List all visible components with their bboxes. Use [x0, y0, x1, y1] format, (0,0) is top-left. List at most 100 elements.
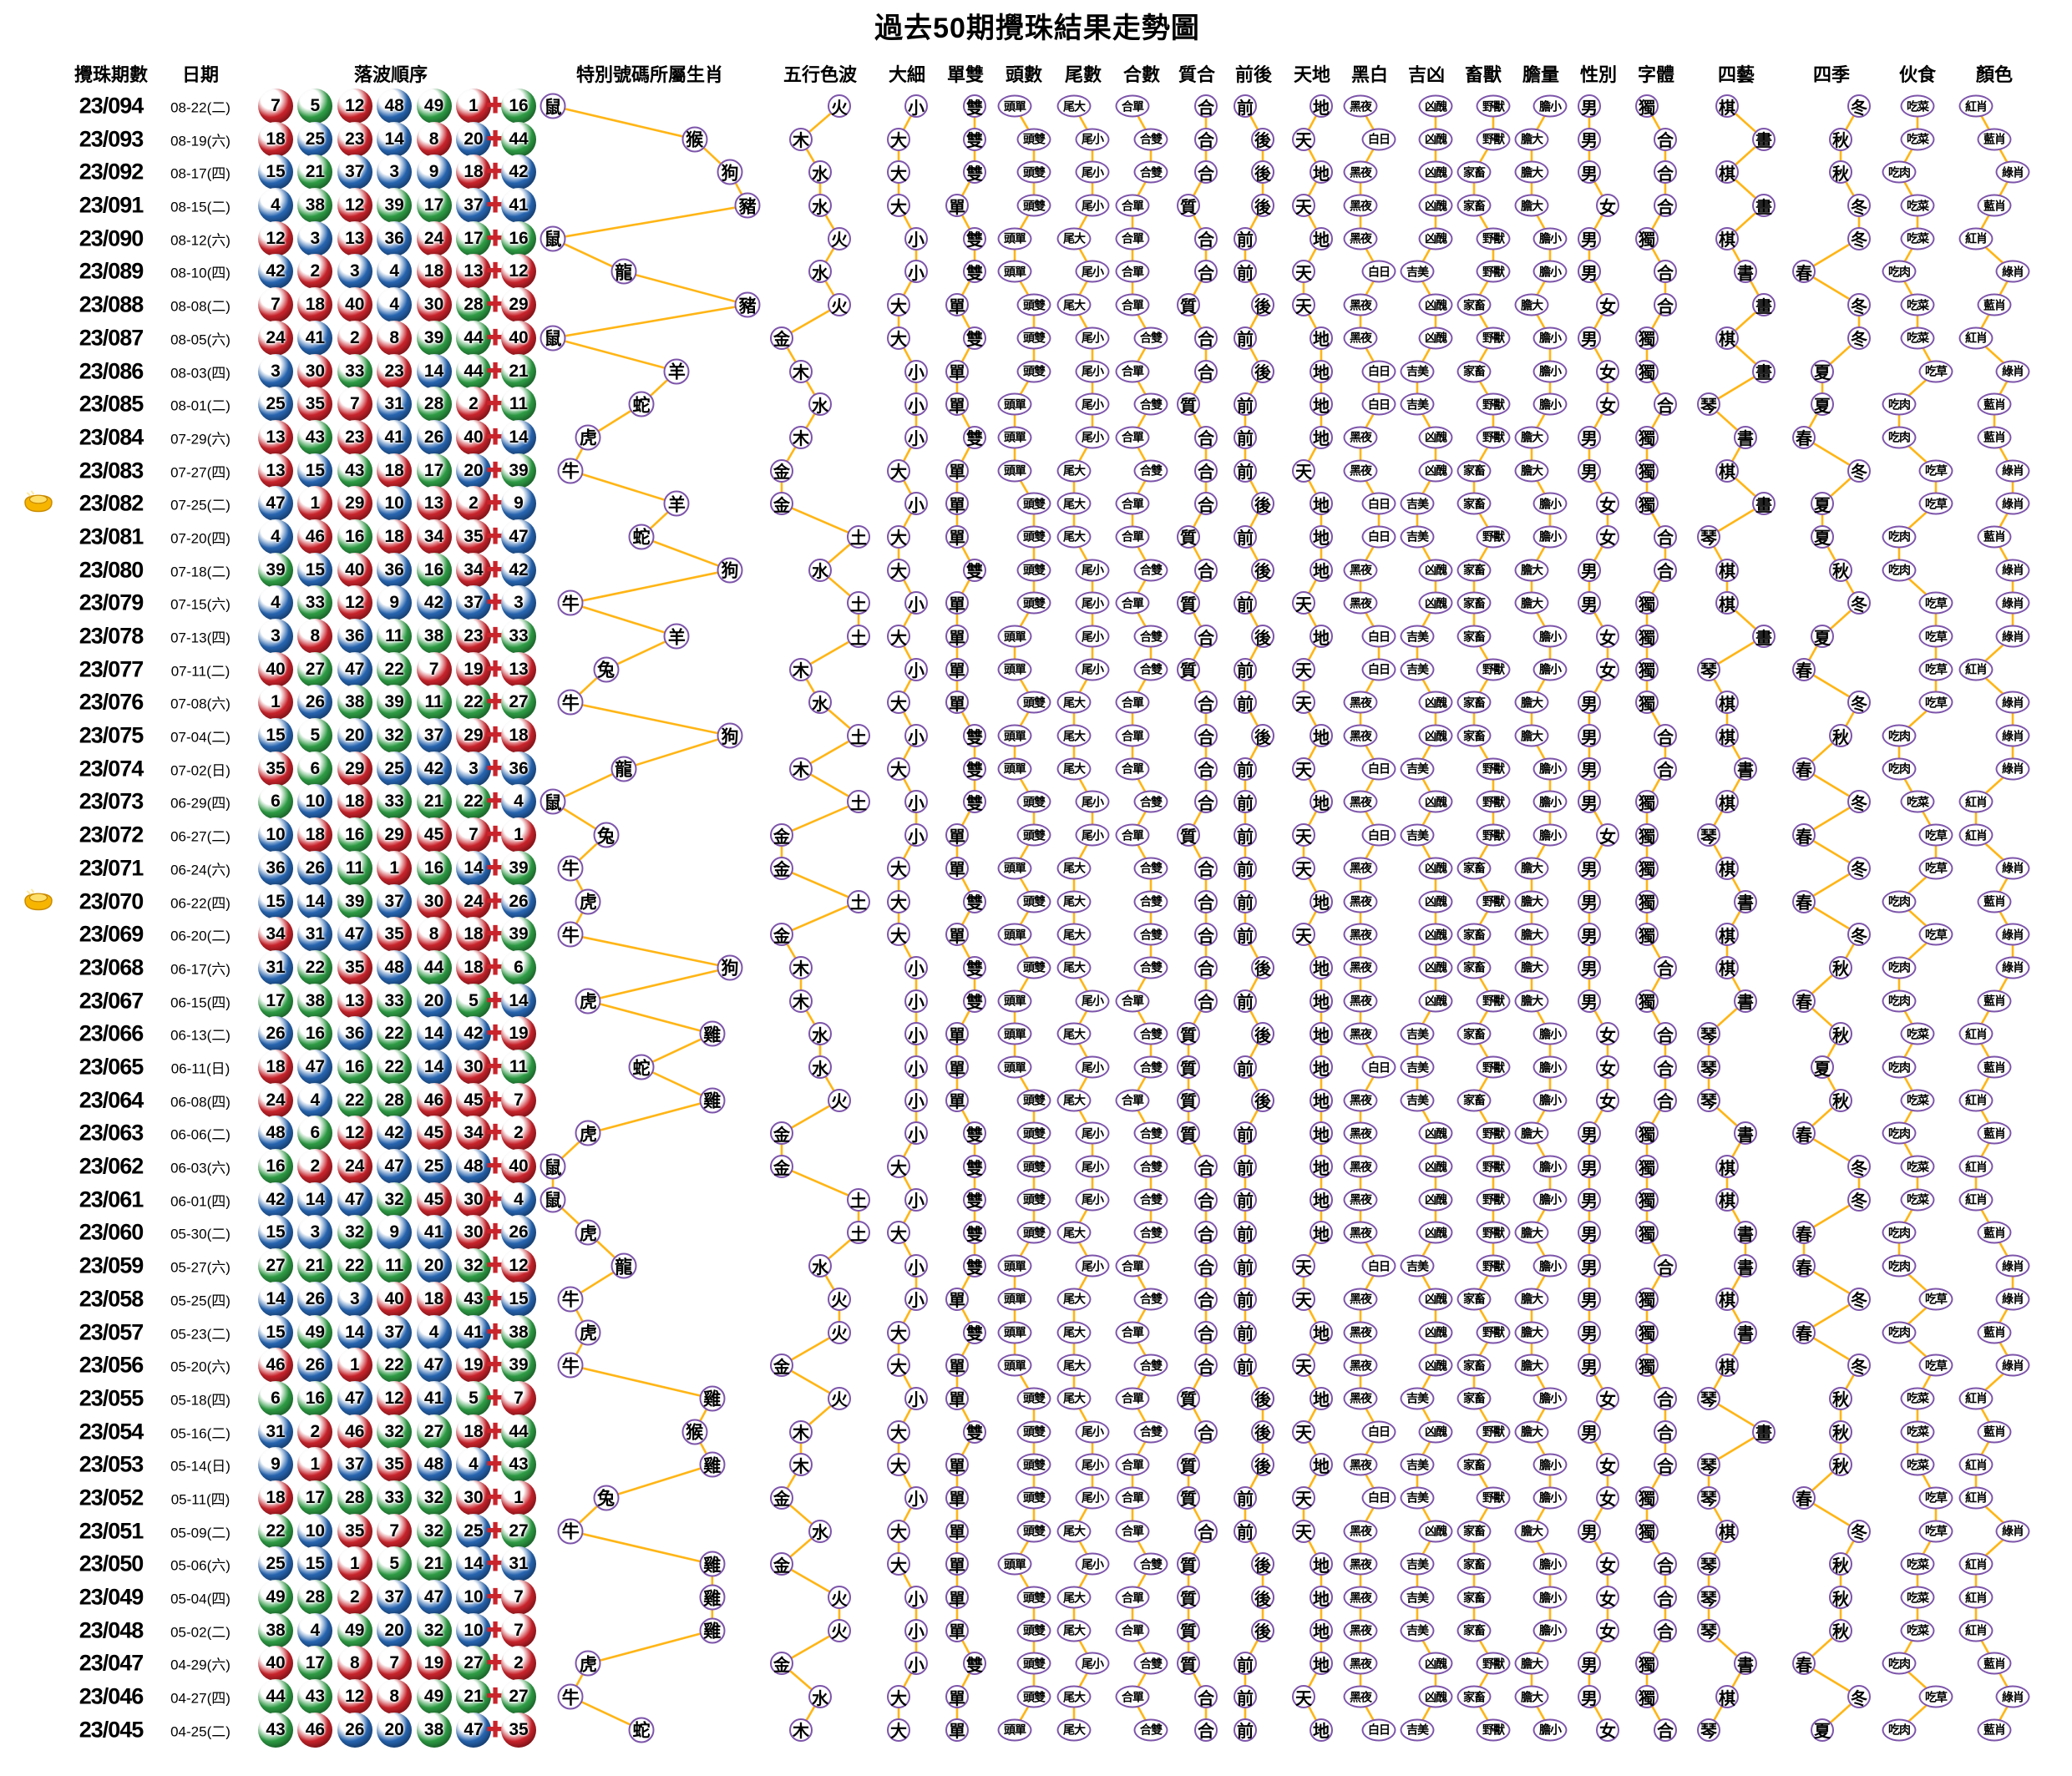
attr-badge-wuxing: 火	[828, 1088, 851, 1112]
attr-badge-yanse: 藍肖	[1977, 1121, 2012, 1145]
attr-badge-siyi: 棋	[1715, 1519, 1739, 1543]
attr-badge-chushou: 野獸	[1476, 1155, 1511, 1178]
attr-badge-chushou: 家畜	[1456, 1453, 1492, 1476]
attr-badge-danshuang: 雙	[963, 326, 986, 350]
lottery-ball: 18	[337, 784, 372, 820]
attr-badge-xingbie: 女	[1596, 1453, 1619, 1477]
lottery-ball: 1	[337, 1348, 372, 1384]
attr-badge-tiandi: 地	[1310, 94, 1333, 118]
lottery-ball: 18	[416, 1281, 452, 1317]
attr-badge-huoshi: 吃菜	[1900, 1619, 1935, 1642]
attr-badge-siji: 秋	[1829, 160, 1852, 185]
attr-badge-heibai: 黑夜	[1343, 1155, 1378, 1178]
attr-badge-tiandi: 天	[1292, 1354, 1315, 1378]
attr-badge-huoshi: 吃草	[1918, 625, 1953, 648]
attr-badge-wuxing: 火	[828, 1586, 851, 1610]
attr-badge-siyi: 棋	[1715, 558, 1739, 582]
attr-badge-huoshi: 吃肉	[1882, 1221, 1917, 1244]
attr-badge-heshu: 合單	[1115, 1453, 1150, 1476]
attr-badge-jixiong: 吉美	[1400, 1387, 1435, 1410]
attr-badge-daxiao: 大	[887, 524, 910, 549]
special-ball: 39	[501, 917, 536, 953]
attr-badge-weishu: 尾小	[1075, 260, 1110, 283]
attr-badge-siji: 秋	[1829, 724, 1852, 748]
plus-icon: ✚	[485, 788, 505, 814]
attr-badge-xingbie: 女	[1596, 1586, 1619, 1610]
attr-badge-tiandi: 地	[1310, 326, 1333, 350]
attr-badge-yanse: 紅肖	[1958, 1022, 1993, 1045]
draw-period-label: 23/063	[79, 1120, 144, 1146]
attr-badge-weishu: 尾小	[1075, 392, 1110, 416]
lottery-ball: 40	[337, 552, 372, 588]
attr-badge-siji: 冬	[1847, 326, 1871, 350]
attr-badge-chushou: 家畜	[1456, 1520, 1492, 1543]
gold-ingot-icon	[24, 490, 53, 513]
attr-badge-yanse: 綠肖	[1995, 691, 2030, 714]
attr-badge-wuxing: 金	[770, 1155, 793, 1179]
attr-badge-danliang: 膽小	[1532, 1486, 1568, 1510]
attr-badge-xingbie: 男	[1578, 1254, 1601, 1278]
attr-badge-chushou: 野獸	[1476, 326, 1511, 350]
zodiac-badge: 牛	[557, 458, 584, 484]
attr-badge-qianhou: 前	[1234, 889, 1257, 913]
attr-badge-yanse: 紅肖	[1958, 1188, 1993, 1212]
attr-badge-qianhou: 後	[1251, 1419, 1274, 1444]
attr-badge-toushu: 頭雙	[1016, 160, 1051, 184]
attr-badge-heshu: 合雙	[1133, 1055, 1168, 1079]
attr-badge-siyi: 棋	[1715, 790, 1739, 814]
lottery-ball: 44	[416, 949, 452, 985]
attr-badge-zhihe: 合	[1194, 226, 1218, 250]
lottery-ball: 27	[456, 1646, 491, 1682]
attr-badge-xingbie: 男	[1578, 790, 1601, 814]
attr-badge-heshu: 合雙	[1133, 1552, 1168, 1576]
attr-badge-zhihe: 合	[1194, 260, 1218, 284]
lottery-ball: 49	[258, 1580, 293, 1616]
plus-icon: ✚	[485, 557, 505, 583]
lottery-ball: 13	[416, 486, 452, 522]
attr-badge-jixiong: 吉美	[1400, 1022, 1435, 1045]
attr-badge-heshu: 合雙	[1133, 392, 1168, 416]
lottery-ball: 42	[456, 1016, 491, 1052]
attr-badge-danliang: 膽小	[1532, 525, 1568, 549]
lottery-ball: 43	[456, 1281, 491, 1317]
draw-period-label: 23/054	[79, 1419, 144, 1445]
attr-badge-zhihe: 合	[1194, 625, 1218, 649]
attr-badge-siji: 冬	[1847, 1354, 1871, 1378]
attr-badge-daxiao: 大	[887, 1419, 910, 1444]
attr-badge-jixiong: 凶醜	[1418, 293, 1453, 316]
attr-badge-siji: 秋	[1829, 1022, 1852, 1046]
lottery-ball: 37	[337, 154, 372, 190]
attr-badge-siji: 秋	[1829, 1552, 1852, 1576]
lottery-ball: 14	[456, 850, 491, 886]
attr-badge-zhihe: 合	[1194, 1187, 1218, 1212]
trophy-marker	[23, 490, 54, 518]
attr-badge-xingbie: 女	[1596, 293, 1619, 317]
attr-badge-tiandi: 地	[1310, 1552, 1333, 1576]
attr-badge-heibai: 黑夜	[1343, 1089, 1378, 1112]
attr-badge-toushu: 頭雙	[1016, 823, 1051, 847]
attr-badge-xingbie: 男	[1578, 1419, 1601, 1444]
lottery-ball: 46	[297, 1712, 333, 1748]
attr-badge-chushou: 家畜	[1456, 956, 1492, 979]
attr-badge-siyi: 琴	[1697, 1718, 1720, 1742]
draw-period-label: 23/047	[79, 1650, 144, 1676]
lottery-ball: 34	[456, 552, 491, 588]
attr-badge-qianhou: 前	[1234, 1121, 1257, 1146]
attr-badge-danshuang: 單	[945, 1354, 969, 1378]
attr-badge-heshu: 合單	[1115, 757, 1150, 781]
zodiac-badge: 龍	[610, 1252, 637, 1279]
attr-badge-jixiong: 凶醜	[1418, 1121, 1453, 1145]
attr-badge-jixiong: 吉美	[1400, 757, 1435, 781]
attr-badge-chushou: 家畜	[1456, 559, 1492, 582]
attr-badge-heibai: 黑夜	[1343, 293, 1378, 316]
attr-badge-siji: 冬	[1847, 691, 1871, 715]
draw-period-label: 23/074	[79, 756, 144, 782]
attr-badge-ziti: 合	[1654, 1618, 1677, 1642]
attr-badge-wuxing: 土	[847, 591, 870, 615]
attr-badge-toushu: 頭單	[997, 757, 1032, 781]
attr-badge-heibai: 黑夜	[1343, 857, 1378, 880]
lottery-ball: 8	[416, 917, 452, 953]
attr-badge-danliang: 膽大	[1514, 194, 1549, 217]
attr-badge-yanse: 綠肖	[1995, 857, 2030, 880]
lottery-ball: 40	[377, 1281, 413, 1317]
